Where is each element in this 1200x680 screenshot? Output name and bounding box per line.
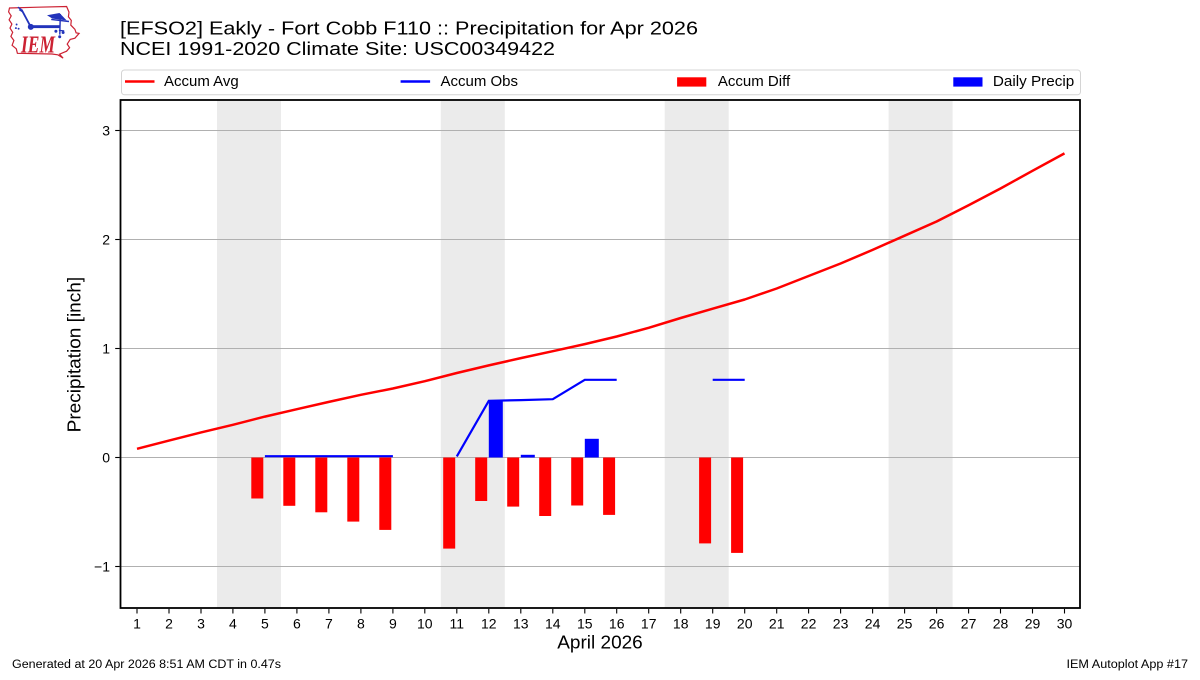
svg-text:IEM: IEM: [20, 32, 56, 58]
svg-text:1: 1: [102, 341, 110, 357]
svg-text:April 2026: April 2026: [557, 632, 643, 653]
svg-text:Accum Obs: Accum Obs: [441, 73, 519, 90]
svg-text:27: 27: [961, 616, 977, 632]
svg-text:6: 6: [293, 616, 301, 632]
svg-text:15: 15: [577, 616, 593, 632]
svg-text:Generated at 20 Apr 2026 8:51: Generated at 20 Apr 2026 8:51 AM CDT in …: [12, 659, 281, 671]
svg-text:3: 3: [197, 616, 205, 632]
svg-text:[EFSO2] Eakly - Fort Cobb F110: [EFSO2] Eakly - Fort Cobb F110 :: Precip…: [120, 18, 698, 39]
svg-text:−1: −1: [94, 559, 110, 575]
svg-text:Daily Precip: Daily Precip: [993, 73, 1074, 90]
svg-text:Accum Avg: Accum Avg: [164, 73, 239, 90]
svg-text:21: 21: [769, 616, 785, 632]
svg-text:19: 19: [705, 616, 721, 632]
svg-text:IEM Autoplot App #17: IEM Autoplot App #17: [1067, 659, 1189, 671]
svg-text:5: 5: [261, 616, 269, 632]
svg-text:2: 2: [102, 232, 110, 248]
svg-text:29: 29: [1025, 616, 1041, 632]
svg-text:0: 0: [102, 450, 110, 466]
svg-text:28: 28: [993, 616, 1009, 632]
svg-text:30: 30: [1057, 616, 1073, 632]
svg-text:24: 24: [865, 616, 881, 632]
svg-text:11: 11: [450, 616, 465, 632]
svg-text:8: 8: [357, 616, 365, 632]
svg-text:13: 13: [513, 616, 529, 632]
svg-text:12: 12: [481, 616, 497, 632]
svg-text:Precipitation [inch]: Precipitation [inch]: [64, 277, 85, 433]
svg-text:20: 20: [737, 616, 753, 632]
svg-text:4: 4: [229, 616, 237, 632]
svg-text:18: 18: [673, 616, 689, 632]
svg-text:10: 10: [417, 616, 433, 632]
svg-text:25: 25: [897, 616, 913, 632]
svg-text:NCEI 1991-2020 Climate Site: U: NCEI 1991-2020 Climate Site: USC00349422: [120, 38, 555, 59]
svg-text:7: 7: [325, 616, 333, 632]
svg-text:3: 3: [102, 123, 110, 139]
svg-text:16: 16: [609, 616, 625, 632]
svg-text:9: 9: [389, 616, 397, 632]
svg-text:26: 26: [929, 616, 945, 632]
svg-text:Accum Diff: Accum Diff: [718, 73, 791, 90]
svg-text:23: 23: [833, 616, 849, 632]
svg-text:17: 17: [641, 616, 657, 632]
svg-text:2: 2: [165, 616, 173, 632]
svg-text:14: 14: [545, 616, 561, 632]
svg-text:22: 22: [801, 616, 817, 632]
svg-text:1: 1: [133, 616, 141, 632]
